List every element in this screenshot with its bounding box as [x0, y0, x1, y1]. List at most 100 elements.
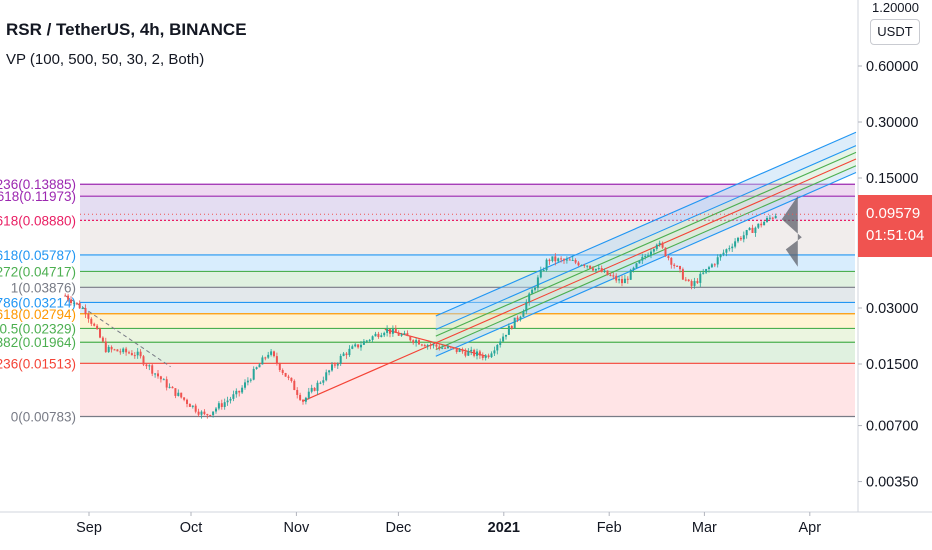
candle	[154, 373, 157, 375]
candle	[464, 351, 467, 356]
candle	[232, 394, 235, 399]
time-tick-label: Apr	[799, 520, 822, 536]
candle	[702, 272, 705, 274]
candle	[467, 351, 470, 356]
candle	[592, 268, 594, 271]
chart-title[interactable]: RSR / TetherUS, 4h, BINANCE	[6, 20, 247, 39]
channel-line	[435, 158, 857, 344]
candle	[362, 341, 365, 345]
price-axis	[858, 0, 932, 550]
fib-band	[80, 287, 855, 303]
candle	[516, 317, 519, 320]
candle	[354, 344, 357, 347]
candle	[270, 351, 273, 355]
candle	[771, 217, 774, 219]
candle	[64, 295, 67, 297]
candle	[151, 365, 154, 374]
fib-level-label: 272(0.04717)	[0, 264, 76, 279]
candle	[652, 249, 655, 252]
candle	[389, 329, 391, 334]
candle	[621, 279, 623, 284]
candle	[246, 380, 249, 383]
candle	[429, 345, 432, 347]
candle	[623, 278, 626, 284]
candle	[75, 302, 78, 304]
candle	[206, 414, 209, 416]
candle	[650, 251, 652, 256]
candle	[513, 317, 516, 329]
candle	[534, 287, 536, 290]
candle	[174, 388, 177, 396]
candle	[609, 275, 612, 277]
fib-band	[80, 313, 855, 329]
candle	[684, 279, 687, 281]
candle	[754, 227, 757, 233]
candle	[409, 336, 412, 341]
candle	[339, 355, 342, 364]
fib-level-label: 618(0.02794)	[0, 307, 76, 322]
candle	[435, 344, 438, 347]
candle	[87, 314, 90, 319]
candle	[441, 347, 444, 349]
candle	[116, 349, 119, 352]
fib-level-label: 0(0.00783)	[11, 410, 76, 425]
candle	[319, 382, 322, 384]
candle	[368, 339, 371, 341]
candle	[374, 333, 377, 337]
candle	[725, 249, 728, 253]
candle	[255, 367, 258, 369]
candle	[560, 258, 563, 260]
candle	[594, 268, 597, 271]
fib-level-label: 1(0.03876)	[11, 280, 76, 295]
candle	[348, 348, 351, 356]
candle	[629, 269, 632, 280]
candle	[267, 354, 270, 358]
price-tick-label: 0.03000	[866, 301, 918, 317]
candle	[449, 346, 452, 348]
candle	[745, 230, 748, 236]
indicator-legend[interactable]: VP (100, 500, 50, 30, 2, Both)	[6, 51, 205, 68]
candle	[426, 345, 429, 347]
price-tick-label: 0.15000	[866, 171, 918, 187]
candle	[493, 350, 496, 354]
candle	[731, 246, 734, 249]
candle	[159, 376, 162, 380]
candle	[333, 364, 336, 366]
candle	[284, 372, 287, 377]
candle	[104, 341, 107, 353]
candle	[519, 316, 522, 320]
candle	[258, 364, 261, 368]
candle	[681, 269, 684, 280]
candle	[565, 259, 568, 261]
candle	[197, 411, 200, 415]
candle	[536, 277, 539, 288]
candle	[96, 325, 99, 330]
candle	[574, 259, 577, 263]
candle	[226, 400, 229, 403]
candle	[705, 269, 708, 273]
candle	[252, 368, 255, 380]
fib-level-label: 236(0.01513)	[0, 356, 76, 371]
candle	[487, 355, 490, 358]
candle	[768, 217, 771, 219]
candle	[273, 351, 275, 357]
candle	[360, 344, 362, 348]
candle	[612, 275, 615, 277]
time-tick-label: Dec	[386, 520, 412, 536]
fib-level-label: 382(0.01964)	[0, 335, 76, 350]
candle	[67, 295, 70, 300]
candle	[177, 392, 180, 396]
candle	[264, 357, 267, 359]
candle	[763, 221, 766, 226]
candle	[551, 256, 554, 262]
candle	[107, 346, 110, 353]
candle	[93, 323, 96, 326]
currency-unit-button[interactable]: USDT	[870, 19, 920, 45]
candle	[644, 256, 647, 258]
candle	[180, 392, 183, 398]
candle	[423, 345, 426, 347]
candle	[673, 264, 676, 266]
candle	[470, 349, 473, 352]
candle	[670, 257, 673, 265]
